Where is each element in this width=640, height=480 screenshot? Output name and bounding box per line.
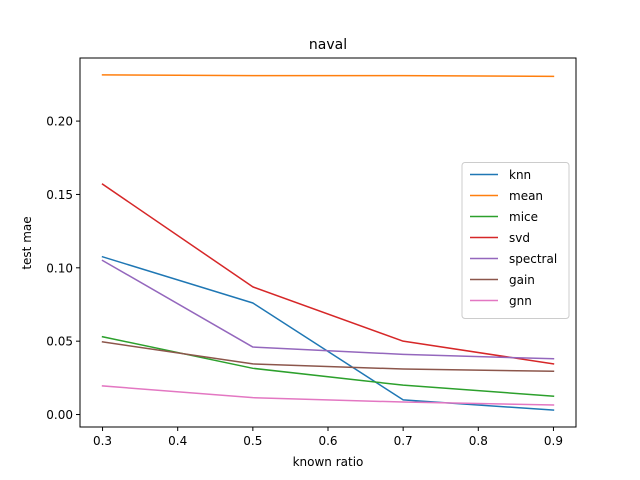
series-line-gnn (101, 385, 555, 406)
chart-title: naval (309, 37, 347, 53)
series-line-svd (101, 183, 555, 365)
legend-label-mice: mice (509, 210, 538, 224)
y-axis-label: test mae (20, 216, 34, 269)
y-tick-label: 0.20 (46, 115, 73, 129)
legend-label-spectral: spectral (509, 252, 557, 266)
legend-label-gain: gain (509, 273, 535, 287)
series-line-mean (101, 74, 555, 78)
x-axis: 0.3 0.4 0.5 0.6 0.7 0.8 0.9 (93, 427, 563, 448)
x-axis-label: known ratio (293, 455, 364, 469)
x-tick-label: 0.8 (469, 434, 488, 448)
legend-label-knn: knn (509, 168, 531, 182)
legend: knn mean mice svd spectral gain gnn (461, 162, 570, 319)
x-tick-label: 0.6 (318, 434, 337, 448)
y-tick-label: 0.10 (46, 261, 73, 275)
series-line-gain (101, 341, 555, 373)
series-line-spectral (101, 259, 555, 360)
y-tick-label: 0.15 (46, 188, 73, 202)
y-tick-label: 0.05 (46, 335, 73, 349)
y-tick-label: 0.00 (46, 408, 73, 422)
y-axis: 0.00 0.05 0.10 0.15 0.20 (46, 115, 80, 422)
legend-label-svd: svd (509, 231, 530, 245)
legend-label-gnn: gnn (509, 294, 532, 308)
x-tick-label: 0.4 (168, 434, 187, 448)
x-tick-label: 0.5 (243, 434, 262, 448)
x-tick-label: 0.9 (544, 434, 563, 448)
x-tick-label: 0.7 (394, 434, 413, 448)
series-lines (101, 74, 555, 411)
axes-frame (79, 57, 577, 428)
x-tick-label: 0.3 (93, 434, 112, 448)
legend-label-mean: mean (509, 189, 543, 203)
